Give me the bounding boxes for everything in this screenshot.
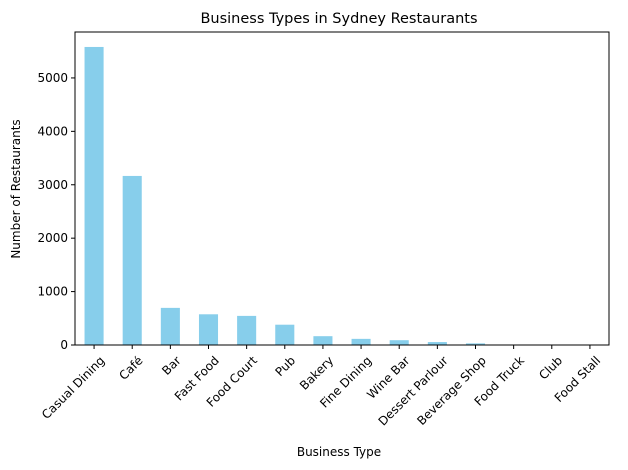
bar-fast-food [198,314,219,345]
y-tick-label: 0 [60,338,68,352]
x-tick-label: Bar [159,353,183,377]
x-tick-label: Dessert Parlour [376,353,451,428]
x-tick-label: Pub [272,353,298,379]
bar-bar [160,307,180,345]
bar-fine-dining [351,338,371,345]
x-tick-label: Club [536,353,565,382]
bar-casual-dining [84,46,104,346]
y-tick-label: 1000 [37,285,68,299]
bars-group [84,46,600,346]
x-axis-title: Business Type [297,445,381,459]
x-tick-label: Café [116,353,145,382]
chart-title: Business Types in Sydney Restaurants [200,11,477,27]
x-tick-label: Casual Dining [39,353,107,421]
y-tick-label: 5000 [37,71,68,85]
y-axis: 0 1000 2000 3000 4000 5000 [37,71,75,352]
bar-beverage-shop [465,343,486,345]
bar-caf- [122,175,142,345]
bar-pub [275,324,295,345]
y-tick-label: 4000 [37,124,68,138]
plot-frame [74,31,610,346]
y-tick-label: 2000 [37,231,68,245]
y-axis-title: Number of Restaurants [9,119,23,258]
bar-bakery [313,336,333,345]
bar-food-court [237,315,257,345]
x-tick-label: Beverage Shop [414,353,489,428]
bar-dessert-parlour [427,342,447,345]
bar-wine-bar [389,340,409,345]
y-tick-label: 3000 [37,178,68,192]
